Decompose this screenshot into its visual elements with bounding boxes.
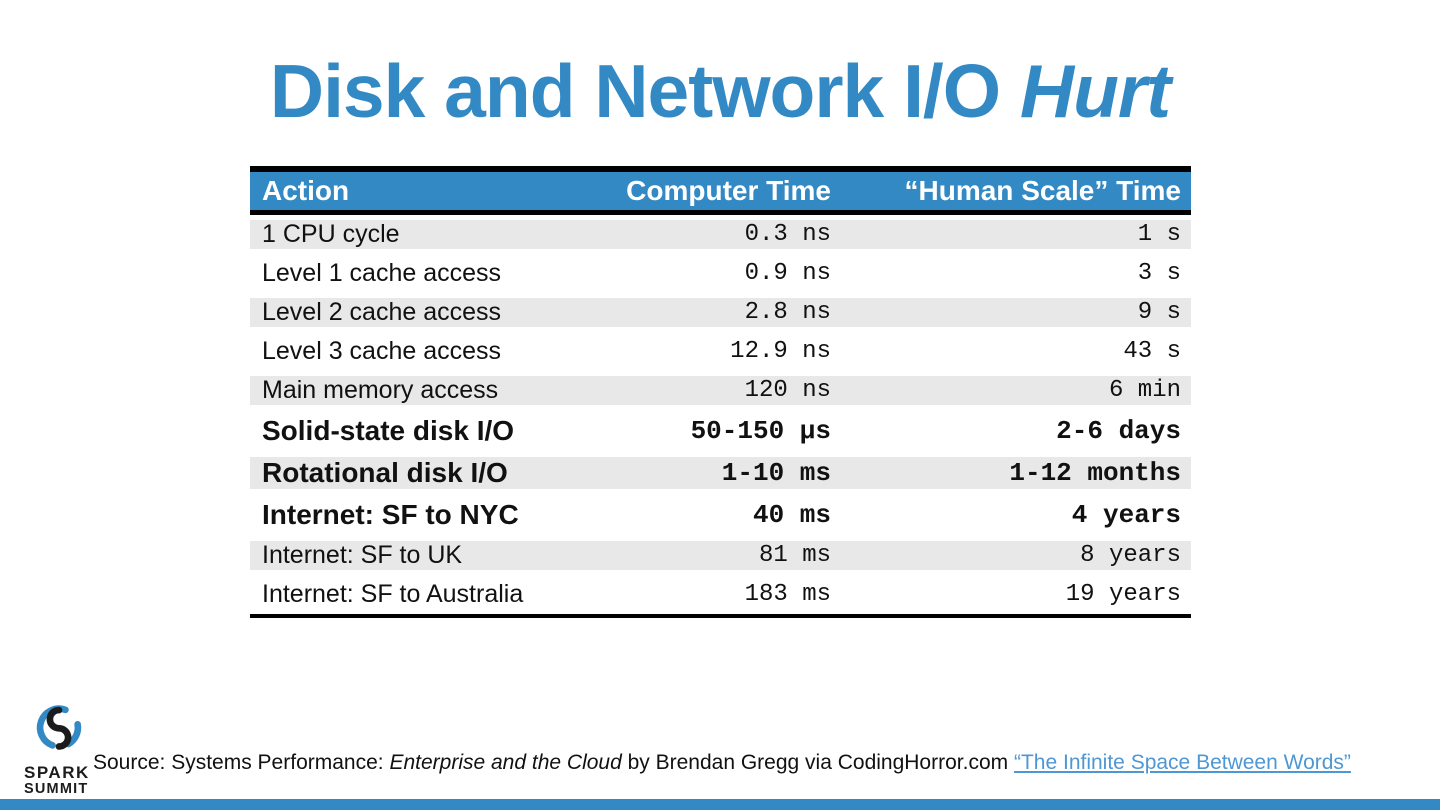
table-row: Solid-state disk I/O 50-150 μs 2-6 days [250, 410, 1191, 452]
cell-computer-time: 81 ms [580, 536, 841, 575]
cell-computer-time: 2.8 ns [580, 293, 841, 332]
logo-text-summit: SUMMIT [24, 780, 89, 797]
cell-computer-time: 1-10 ms [580, 452, 841, 494]
spark-swirl-icon [36, 705, 82, 750]
logo-text-spark: SPARK [24, 763, 90, 782]
table-row: Rotational disk I/O 1-10 ms 1-12 months [250, 452, 1191, 494]
cell-action: Solid-state disk I/O [250, 410, 580, 452]
cell-human-time: 43 s [841, 332, 1191, 371]
column-header-computer-time: Computer Time [580, 172, 841, 215]
source-prefix: Source: Systems Performance: [93, 751, 390, 774]
cell-computer-time: 0.3 ns [580, 215, 841, 254]
cell-human-time: 1 s [841, 215, 1191, 254]
cell-action: Rotational disk I/O [250, 452, 580, 494]
footer-accent-bar [0, 799, 1440, 810]
cell-action: Internet: SF to UK [250, 536, 580, 575]
cell-human-time: 4 years [841, 494, 1191, 536]
table-row: Level 2 cache access 2.8 ns 9 s [250, 293, 1191, 332]
slide-title-emphasis: Hurt [1000, 49, 1171, 133]
cell-action: Main memory access [250, 371, 580, 410]
cell-computer-time: 120 ns [580, 371, 841, 410]
column-header-human-time: “Human Scale” Time [841, 172, 1191, 215]
table-row: Main memory access 120 ns 6 min [250, 371, 1191, 410]
cell-computer-time: 40 ms [580, 494, 841, 536]
cell-action: 1 CPU cycle [250, 215, 580, 254]
latency-table: Action Computer Time “Human Scale” Time … [250, 166, 1191, 618]
table-row: Level 3 cache access 12.9 ns 43 s [250, 332, 1191, 371]
cell-action: Internet: SF to Australia [250, 575, 580, 614]
table-header-row: Action Computer Time “Human Scale” Time [250, 172, 1191, 215]
source-attribution: Source: Systems Performance: Enterprise … [93, 751, 1351, 775]
table-row: 1 CPU cycle 0.3 ns 1 s [250, 215, 1191, 254]
cell-computer-time: 12.9 ns [580, 332, 841, 371]
cell-human-time: 19 years [841, 575, 1191, 614]
slide-title: Disk and Network I/O Hurt [0, 48, 1440, 134]
cell-human-time: 1-12 months [841, 452, 1191, 494]
table-row: Internet: SF to NYC 40 ms 4 years [250, 494, 1191, 536]
cell-human-time: 2-6 days [841, 410, 1191, 452]
cell-human-time: 6 min [841, 371, 1191, 410]
table-row: Level 1 cache access 0.9 ns 3 s [250, 254, 1191, 293]
source-link[interactable]: “The Infinite Space Between Words” [1013, 751, 1351, 774]
table-row: Internet: SF to UK 81 ms 8 years [250, 536, 1191, 575]
column-header-action: Action [250, 172, 580, 215]
cell-computer-time: 50-150 μs [580, 410, 841, 452]
cell-action: Level 1 cache access [250, 254, 580, 293]
cell-human-time: 9 s [841, 293, 1191, 332]
slide-title-text: Disk and Network I/O [269, 49, 1001, 133]
cell-action: Internet: SF to NYC [250, 494, 580, 536]
cell-action: Level 2 cache access [250, 293, 580, 332]
source-book-title: Enterprise and the Cloud [389, 751, 622, 774]
table-row: Internet: SF to Australia 183 ms 19 year… [250, 575, 1191, 614]
cell-action: Level 3 cache access [250, 332, 580, 371]
cell-computer-time: 0.9 ns [580, 254, 841, 293]
cell-human-time: 3 s [841, 254, 1191, 293]
cell-computer-time: 183 ms [580, 575, 841, 614]
cell-human-time: 8 years [841, 536, 1191, 575]
source-middle: by Brendan Gregg via CodingHorror.com [621, 751, 1014, 774]
spark-summit-logo: SPARK SUMMIT EAST 2017 [18, 694, 100, 812]
